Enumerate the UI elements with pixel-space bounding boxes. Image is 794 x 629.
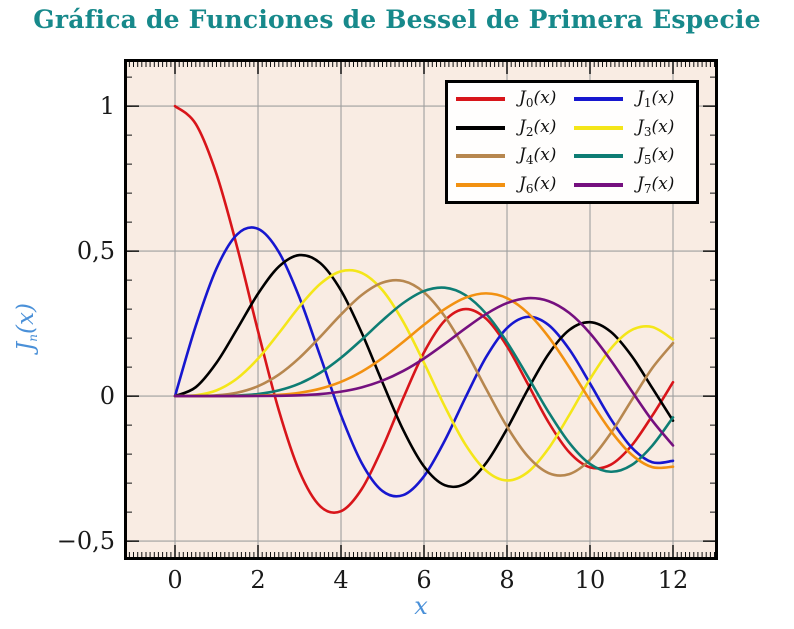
legend-entry-J0: J0(x) bbox=[456, 85, 574, 114]
legend-swatch-J2 bbox=[456, 125, 505, 130]
curve-J1 bbox=[173, 226, 675, 498]
legend-label: J0(x) bbox=[519, 88, 557, 111]
legend-label: J3(x) bbox=[637, 116, 675, 139]
legend-swatch-J1 bbox=[574, 97, 623, 102]
legend-entry-J7: J7(x) bbox=[574, 171, 692, 200]
legend-label: J6(x) bbox=[519, 173, 557, 196]
legend-entry-J4: J4(x) bbox=[456, 142, 574, 171]
legend-label: J2(x) bbox=[519, 116, 557, 139]
legend-entry-J5: J5(x) bbox=[574, 142, 692, 171]
x-tick-label: 2 bbox=[250, 566, 266, 594]
y-tick-label: 0 bbox=[99, 382, 115, 411]
y-tick-label: 0,5 bbox=[76, 237, 115, 266]
legend-entry-J2: J2(x) bbox=[456, 114, 574, 143]
y-tick-label: 1 bbox=[99, 92, 115, 121]
x-axis-label: x bbox=[414, 592, 428, 620]
legend-swatch-J0 bbox=[456, 97, 505, 102]
legend-label: J1(x) bbox=[637, 88, 675, 111]
curve-J2 bbox=[173, 253, 675, 489]
x-tick-label: 4 bbox=[333, 566, 349, 594]
y-axis-label: Jn(x) bbox=[13, 303, 40, 351]
x-tick-label: 12 bbox=[657, 566, 689, 594]
x-tick-label: 6 bbox=[416, 566, 432, 594]
y-tick-label: −0,5 bbox=[56, 527, 115, 556]
legend-entry-J3: J3(x) bbox=[574, 114, 692, 143]
curve-J5 bbox=[173, 286, 675, 474]
legend-label: J4(x) bbox=[519, 145, 557, 168]
x-tick-label: 10 bbox=[574, 566, 606, 594]
x-tick-label: 0 bbox=[167, 566, 183, 594]
legend: J0(x) J1(x) J2(x) J3(x) J4(x) J5(x) J6(x) J7(x) bbox=[445, 80, 699, 204]
legend-swatch-J4 bbox=[456, 154, 505, 159]
curve-J3 bbox=[173, 268, 675, 482]
curve-J7 bbox=[173, 296, 675, 447]
legend-swatch-J6 bbox=[456, 182, 505, 187]
x-tick-label: 8 bbox=[499, 566, 515, 594]
legend-entry-J1: J1(x) bbox=[574, 85, 692, 114]
legend-swatch-J3 bbox=[574, 125, 623, 130]
legend-entry-J6: J6(x) bbox=[456, 171, 574, 200]
legend-label: J7(x) bbox=[637, 173, 675, 196]
curves bbox=[173, 104, 675, 514]
legend-label: J5(x) bbox=[637, 145, 675, 168]
legend-swatch-J7 bbox=[574, 182, 623, 187]
legend-swatch-J5 bbox=[574, 154, 623, 159]
page-title: Gráfica de Funciones de Bessel de Primer… bbox=[33, 5, 761, 34]
major-ticks bbox=[127, 62, 715, 557]
minor-ticks bbox=[127, 62, 715, 557]
